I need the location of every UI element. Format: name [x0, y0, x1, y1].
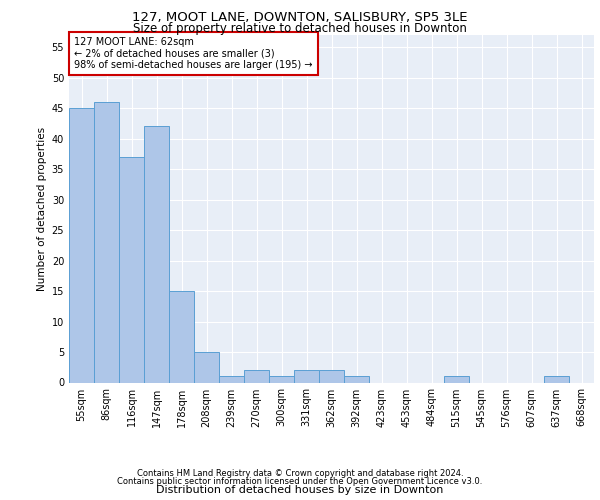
- Bar: [244, 370, 269, 382]
- Bar: [294, 370, 319, 382]
- Bar: [269, 376, 294, 382]
- Y-axis label: Number of detached properties: Number of detached properties: [37, 126, 47, 291]
- Bar: [319, 370, 344, 382]
- Bar: [119, 157, 144, 382]
- Text: 127, MOOT LANE, DOWNTON, SALISBURY, SP5 3LE: 127, MOOT LANE, DOWNTON, SALISBURY, SP5 …: [132, 11, 468, 24]
- Text: Distribution of detached houses by size in Downton: Distribution of detached houses by size …: [157, 485, 443, 495]
- Bar: [144, 126, 169, 382]
- Bar: [194, 352, 219, 382]
- Bar: [169, 291, 194, 382]
- Bar: [444, 376, 469, 382]
- Bar: [344, 376, 369, 382]
- Bar: [219, 376, 244, 382]
- Text: Contains public sector information licensed under the Open Government Licence v3: Contains public sector information licen…: [118, 477, 482, 486]
- Text: Contains HM Land Registry data © Crown copyright and database right 2024.: Contains HM Land Registry data © Crown c…: [137, 468, 463, 477]
- Text: Size of property relative to detached houses in Downton: Size of property relative to detached ho…: [133, 22, 467, 35]
- Bar: [69, 108, 94, 382]
- Bar: [544, 376, 569, 382]
- Text: 127 MOOT LANE: 62sqm
← 2% of detached houses are smaller (3)
98% of semi-detache: 127 MOOT LANE: 62sqm ← 2% of detached ho…: [74, 36, 313, 70]
- Bar: [94, 102, 119, 382]
